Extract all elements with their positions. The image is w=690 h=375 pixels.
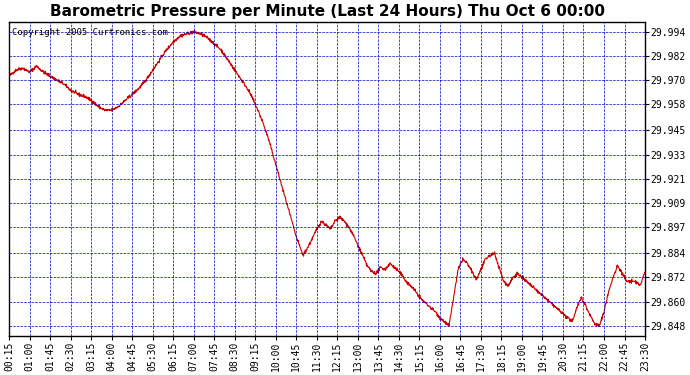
Title: Barometric Pressure per Minute (Last 24 Hours) Thu Oct 6 00:00: Barometric Pressure per Minute (Last 24 … [50, 4, 604, 19]
Text: Copyright 2005 Curtronics.com: Copyright 2005 Curtronics.com [12, 28, 168, 37]
